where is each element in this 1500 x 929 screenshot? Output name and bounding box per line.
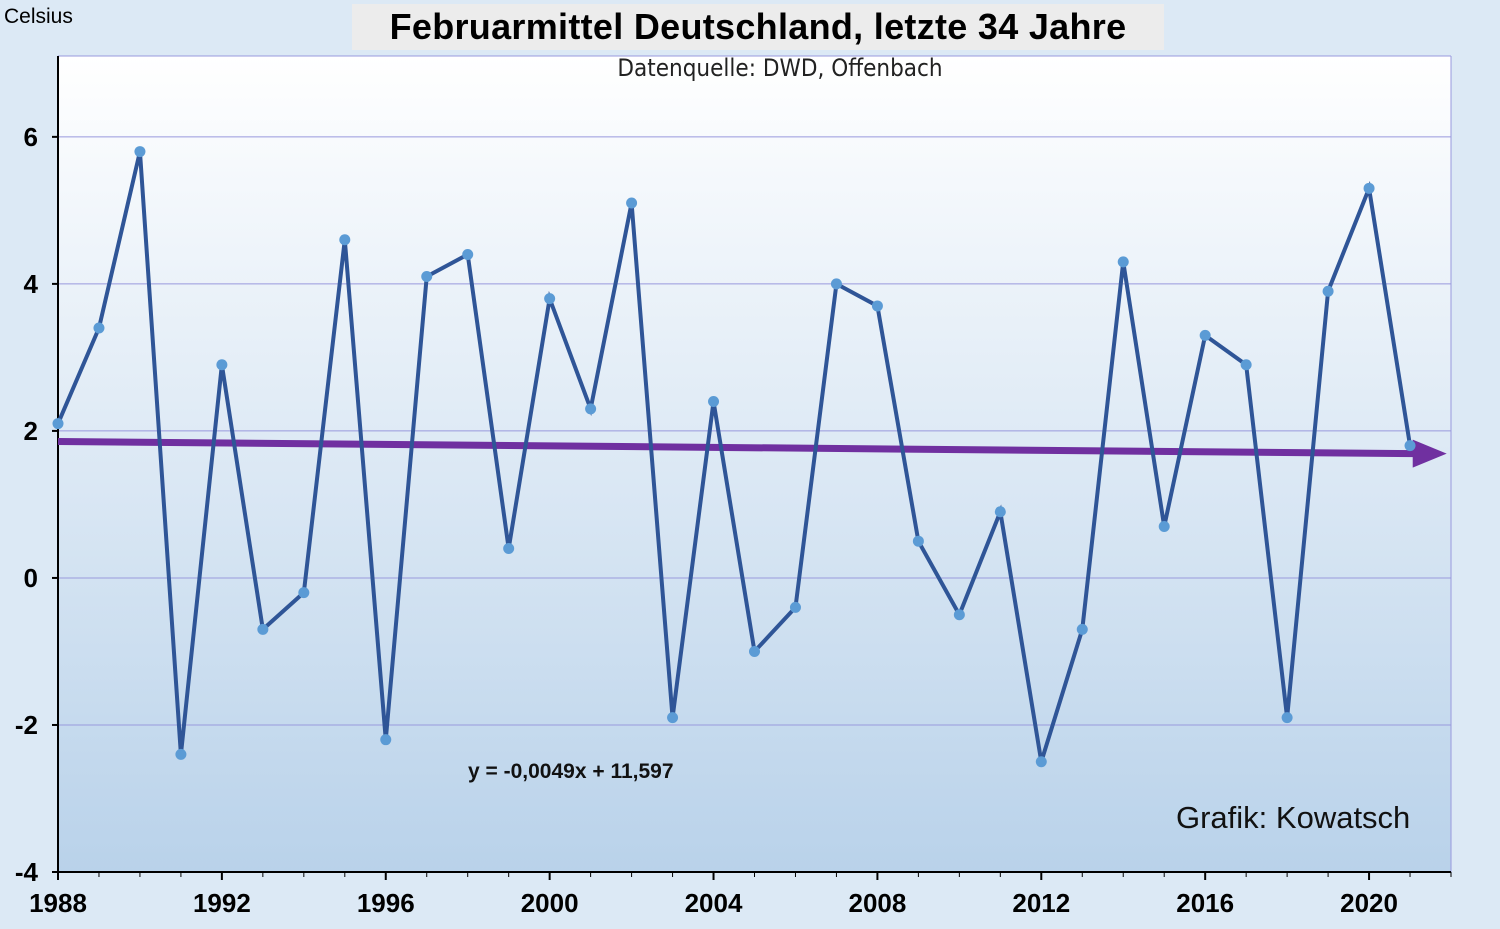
tick-label-x-2004: 2004 (685, 888, 743, 918)
data-point-2000 (544, 293, 556, 305)
data-point-2018 (1281, 712, 1293, 724)
grid-lines (58, 55, 1452, 872)
data-point-1996 (380, 734, 392, 746)
tick-label-y-6: 6 (24, 122, 38, 152)
data-point-2005 (749, 645, 760, 657)
tick-label-y-2: 2 (24, 416, 38, 446)
tick-label-x-1996: 1996 (357, 888, 415, 918)
data-point-1998 (462, 248, 474, 260)
data-point-2004 (708, 396, 720, 408)
data-point-2013 (1076, 623, 1088, 635)
data-point-1991 (175, 748, 187, 760)
tick-labels: -4 -2 0 2 4 6 1988 1992 1996 2000 2004 2008 2012 2016… (15, 122, 1398, 918)
tick-label-x-1992: 1992 (193, 888, 251, 918)
axes (52, 56, 1452, 880)
data-point-2016 (1199, 329, 1211, 341)
data-point-1988 (52, 418, 64, 430)
tick-label-x-2020: 2020 (1340, 888, 1398, 918)
tick-label-x-2000: 2000 (521, 888, 579, 918)
data-point-1992 (216, 359, 228, 371)
trendline-arrow (57, 438, 1447, 468)
chart-credit: Grafik: Kowatsch (1176, 800, 1411, 835)
data-point-1997 (421, 271, 433, 283)
tick-label-y-4: 4 (24, 269, 39, 299)
tick-label-y--4: -4 (15, 857, 39, 887)
y-axis-label: Celsius (4, 5, 73, 28)
data-point-2012 (1035, 756, 1047, 768)
data-point-1990 (134, 146, 146, 158)
data-point-1989 (93, 322, 105, 334)
data-point-2002 (626, 197, 638, 209)
data-point-2003 (667, 712, 679, 724)
tick-label-x-2012: 2012 (1012, 888, 1070, 918)
chart-title: Februarmittel Deutschland, letzte 34 Jah… (389, 6, 1127, 47)
data-point-1994 (298, 587, 310, 599)
tick-label-x-1988: 1988 (29, 888, 87, 918)
trendline (57, 438, 1417, 458)
series-points (52, 146, 1416, 768)
data-point-2010 (953, 609, 965, 621)
tick-label-x-2016: 2016 (1176, 888, 1234, 918)
data-point-2020 (1363, 182, 1375, 194)
data-point-2001 (585, 403, 597, 415)
data-point-1993 (257, 623, 269, 635)
trendline-equation: y = -0,0049x + 11,597 (468, 760, 674, 783)
data-point-2014 (1117, 256, 1129, 268)
plot-area (58, 56, 1451, 872)
data-point-2007 (830, 278, 842, 290)
tick-label-y--2: -2 (15, 710, 38, 740)
data-point-1999 (503, 543, 515, 555)
data-point-2008 (871, 300, 883, 312)
tick-label-y-0: 0 (24, 563, 38, 593)
data-point-2015 (1158, 520, 1170, 532)
chart-subtitle: Datenquelle: DWD, Offenbach (617, 54, 943, 82)
series-line (56, 151, 1413, 763)
data-point-2017 (1240, 359, 1252, 371)
chart-title-box: Februarmittel Deutschland, letzte 34 Jah… (352, 4, 1164, 50)
series-polyline (56, 151, 1413, 763)
tick-label-x-2008: 2008 (848, 888, 906, 918)
data-point-1995 (339, 234, 351, 246)
data-point-2019 (1322, 285, 1334, 297)
data-point-2011 (994, 506, 1006, 518)
trendline-arrowhead (1412, 439, 1447, 468)
data-point-2006 (789, 601, 801, 613)
data-point-2021 (1404, 440, 1416, 452)
data-point-2009 (912, 535, 924, 547)
